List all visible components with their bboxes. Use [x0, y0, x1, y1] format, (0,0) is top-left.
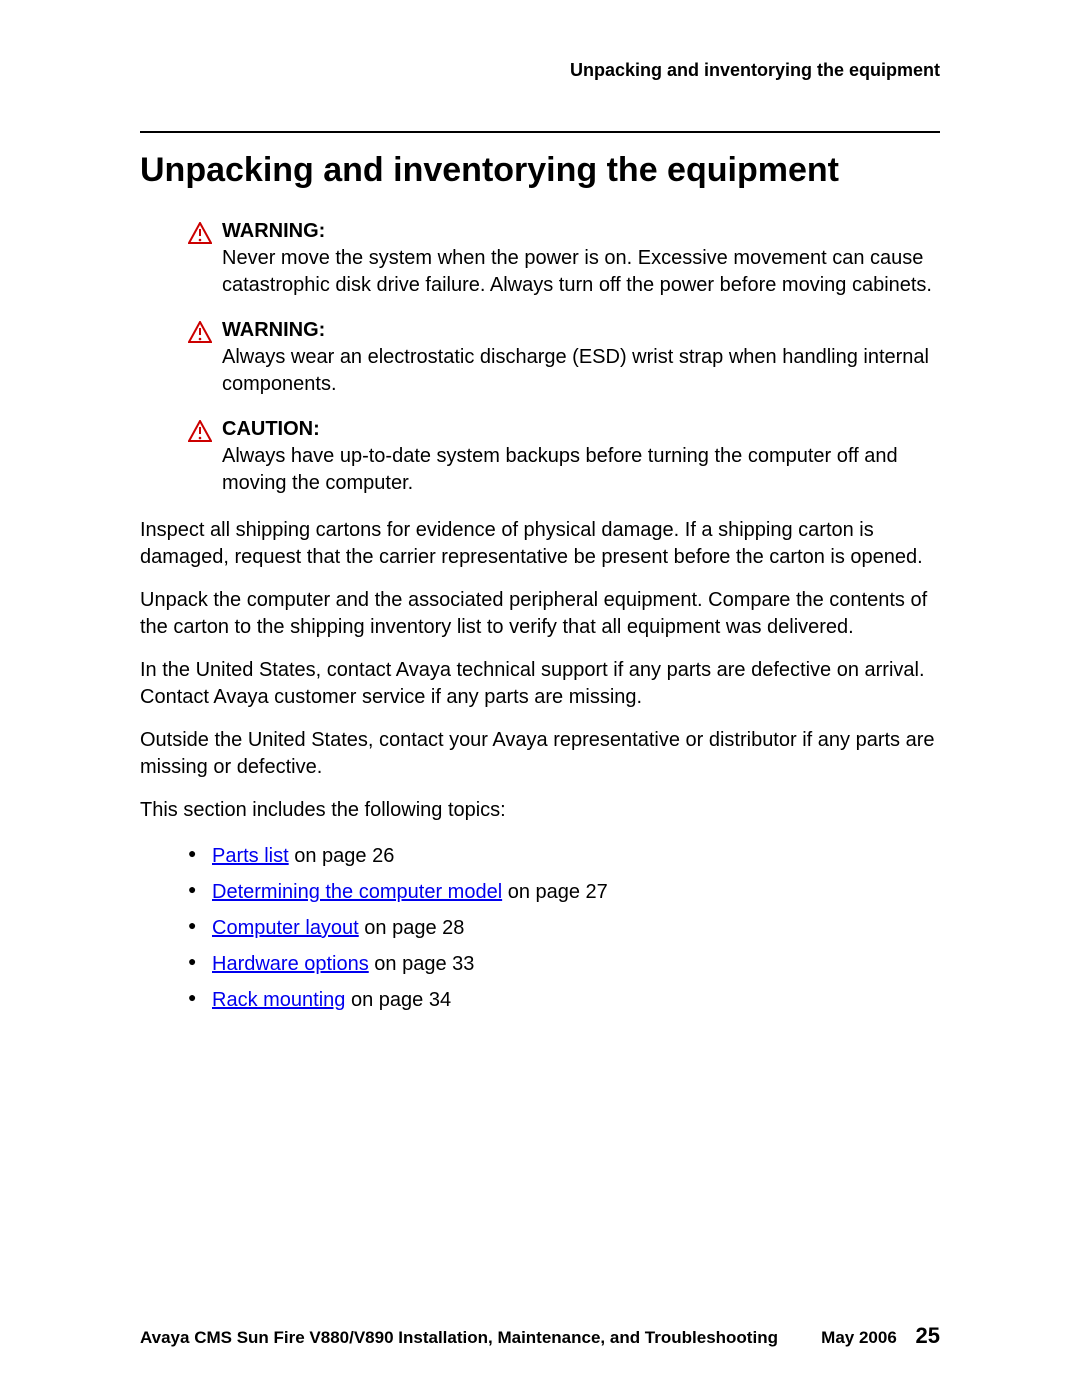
- topic-link-computer-layout[interactable]: Computer layout: [212, 917, 359, 939]
- admonition-warning-1: WARNING: Never move the system when the …: [188, 220, 940, 299]
- warning-icon: [188, 222, 212, 249]
- topic-link-computer-model[interactable]: Determining the computer model: [212, 881, 502, 903]
- body-paragraph: In the United States, contact Avaya tech…: [140, 657, 940, 711]
- list-item: Parts list on page 26: [188, 840, 940, 872]
- footer-date: May 2006: [821, 1328, 897, 1347]
- topic-suffix: on page 33: [369, 953, 475, 975]
- body-paragraph: Inspect all shipping cartons for evidenc…: [140, 517, 940, 571]
- list-item: Hardware options on page 33: [188, 948, 940, 980]
- footer-doc-title: Avaya CMS Sun Fire V880/V890 Installatio…: [140, 1328, 778, 1348]
- topic-suffix: on page 27: [502, 881, 608, 903]
- page-footer: Avaya CMS Sun Fire V880/V890 Installatio…: [140, 1323, 940, 1349]
- body-paragraph: This section includes the following topi…: [140, 797, 940, 824]
- admonition-label: CAUTION:: [222, 418, 940, 441]
- body-paragraph: Unpack the computer and the associated p…: [140, 587, 940, 641]
- topic-link-rack-mounting[interactable]: Rack mounting: [212, 989, 345, 1011]
- list-item: Computer layout on page 28: [188, 912, 940, 944]
- admonition-text: Always have up-to-date system backups be…: [222, 443, 940, 497]
- admonition-text: Always wear an electrostatic discharge (…: [222, 344, 940, 398]
- admonition-text: Never move the system when the power is …: [222, 245, 940, 299]
- list-item: Determining the computer model on page 2…: [188, 876, 940, 908]
- warning-icon: [188, 420, 212, 447]
- running-header: Unpacking and inventorying the equipment: [140, 60, 940, 81]
- footer-page-number: 25: [916, 1323, 940, 1348]
- admonition-warning-2: WARNING: Always wear an electrostatic di…: [188, 319, 940, 398]
- admonition-caution: CAUTION: Always have up-to-date system b…: [188, 418, 940, 497]
- page-title: Unpacking and inventorying the equipment: [140, 151, 940, 190]
- topic-link-hardware-options[interactable]: Hardware options: [212, 953, 369, 975]
- topic-suffix: on page 26: [289, 845, 395, 867]
- list-item: Rack mounting on page 34: [188, 984, 940, 1016]
- warning-icon: [188, 321, 212, 348]
- topic-link-parts-list[interactable]: Parts list: [212, 845, 289, 867]
- topic-suffix: on page 34: [345, 989, 451, 1011]
- admonition-label: WARNING:: [222, 319, 940, 342]
- admonition-label: WARNING:: [222, 220, 940, 243]
- title-divider: [140, 131, 940, 133]
- topic-suffix: on page 28: [359, 917, 465, 939]
- body-paragraph: Outside the United States, contact your …: [140, 727, 940, 781]
- topic-list: Parts list on page 26 Determining the co…: [188, 840, 940, 1016]
